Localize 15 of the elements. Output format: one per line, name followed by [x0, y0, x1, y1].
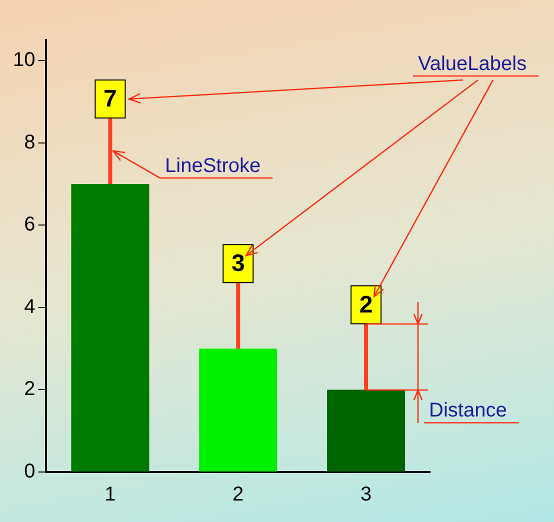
y-tick-label: 2	[24, 378, 36, 400]
y-tick-label: 10	[12, 49, 36, 72]
data-label: 3	[231, 250, 245, 278]
annotation: ValueLabels	[418, 53, 527, 75]
y-tick-label: 4	[24, 296, 36, 318]
data-label: 2	[359, 291, 373, 318]
x-tick-label: 2	[232, 484, 244, 506]
x-tick-label: 3	[360, 484, 372, 506]
y-tick-label: 6	[24, 214, 36, 236]
x-tick-label: 1	[104, 484, 116, 506]
annotation: Distance	[429, 400, 507, 422]
y-tick-label: 8	[24, 131, 36, 154]
annotation: LineStroke	[165, 155, 261, 177]
data-label: 7	[104, 86, 117, 113]
y-tick-label: 0	[24, 460, 36, 483]
